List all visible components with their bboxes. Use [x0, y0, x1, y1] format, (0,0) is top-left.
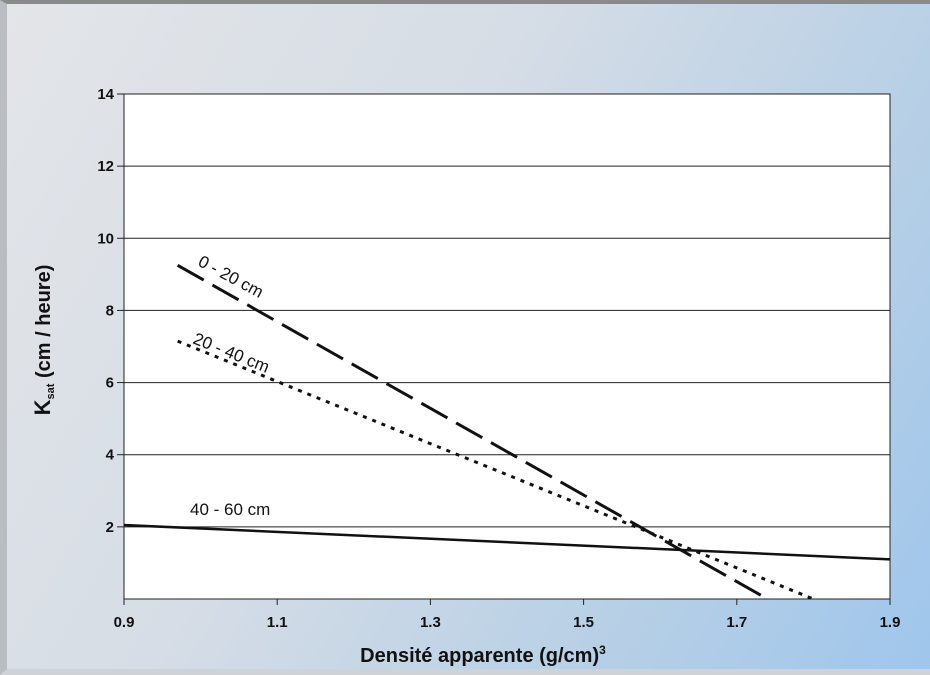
y-tick-label: 10: [97, 230, 114, 247]
series-line: [123, 523, 891, 561]
x-tick-label: 1.3: [420, 614, 441, 631]
y-axis-title: Ksat (cm / heure): [30, 265, 57, 416]
y-tick-label: 8: [106, 302, 114, 319]
x-tick-label: 1.7: [726, 614, 747, 631]
y-tick-label: 6: [106, 375, 114, 392]
series-lines: [123, 264, 891, 601]
series-line: [177, 339, 814, 601]
y-axis-ticks: 2 4 6 8 10 12 14: [97, 86, 124, 536]
y-tick-label: 14: [97, 86, 114, 103]
y-tick-label: 2: [106, 519, 114, 536]
x-tick-label: 1.5: [573, 614, 594, 631]
series-line: [176, 264, 769, 601]
y-tick-label: 12: [97, 158, 114, 175]
x-axis-title: Densité apparente (g/cm)3: [360, 643, 606, 667]
series-label: 40 - 60 cm: [190, 500, 270, 519]
x-axis-ticks: 0.9 1.1 1.3 1.5 1.7 1.9: [114, 599, 901, 631]
x-tick-label: 0.9: [114, 614, 135, 631]
x-tick-label: 1.9: [880, 614, 901, 631]
x-tick-label: 1.1: [267, 614, 288, 631]
plot-area: [123, 93, 891, 600]
grid-lines: [124, 165, 890, 528]
y-tick-label: 4: [106, 447, 115, 464]
